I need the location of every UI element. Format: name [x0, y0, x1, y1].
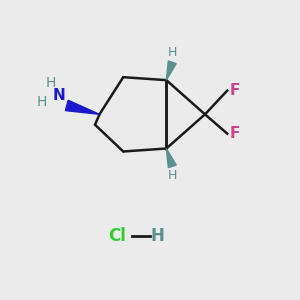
- Polygon shape: [65, 100, 100, 114]
- Text: Cl: Cl: [108, 227, 126, 245]
- Text: H: H: [151, 227, 164, 245]
- Text: H: H: [37, 95, 47, 110]
- Text: H: H: [45, 76, 56, 90]
- Polygon shape: [166, 61, 176, 80]
- Text: H: H: [168, 169, 177, 182]
- Text: N: N: [52, 88, 65, 103]
- Polygon shape: [166, 148, 176, 168]
- Text: F: F: [230, 83, 240, 98]
- Text: H: H: [168, 46, 177, 59]
- Text: F: F: [230, 126, 240, 141]
